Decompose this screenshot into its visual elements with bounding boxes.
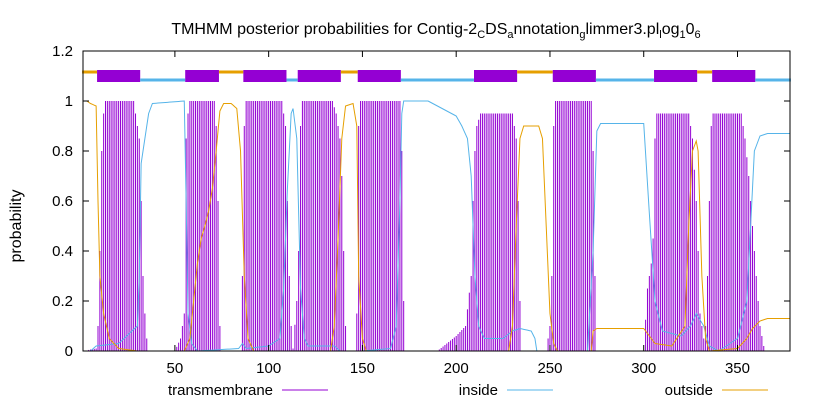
x-tick-label: 150 — [350, 360, 375, 377]
topology-segment-transmembrane — [297, 70, 341, 82]
series-layer — [83, 100, 790, 352]
topology-segment-transmembrane — [474, 70, 518, 82]
x-tick-label: 250 — [537, 360, 562, 377]
y-axis-label: probability — [8, 190, 25, 263]
topology-segment-transmembrane — [185, 70, 219, 82]
topology-segment-transmembrane — [712, 70, 756, 82]
legend: transmembrane inside outside — [168, 382, 768, 399]
y-tick-label: 1 — [65, 93, 73, 110]
topology-segment-transmembrane — [654, 70, 698, 82]
x-tick-label: 100 — [256, 360, 281, 377]
topology-bar — [82, 70, 791, 82]
legend-label-outside: outside — [665, 382, 713, 399]
series-outside-line — [83, 100, 790, 352]
legend-label-transmembrane: transmembrane — [168, 382, 273, 399]
y-tick-label: 0 — [65, 343, 73, 360]
plot-frame — [82, 50, 791, 352]
x-tick-label: 200 — [444, 360, 469, 377]
y-tick-label: 0.4 — [52, 243, 73, 260]
x-tick-label: 50 — [167, 360, 184, 377]
y-tick-label: 0.8 — [52, 143, 73, 160]
y-tick-label: 1.2 — [52, 43, 73, 60]
x-axis-ticks: 50 100 150 200 250 300 350 — [167, 51, 750, 377]
x-tick-label: 350 — [725, 360, 750, 377]
topology-segment-transmembrane — [243, 70, 287, 82]
chart-title: TMHMM posterior probabilities for Contig… — [171, 21, 700, 41]
y-axis-ticks: 0 0.2 0.4 0.6 0.8 1 1.2 — [52, 43, 790, 360]
topology-segment-transmembrane — [552, 70, 596, 82]
y-tick-label: 0.2 — [52, 293, 73, 310]
y-tick-label: 0.6 — [52, 193, 73, 210]
series-inside-line — [83, 100, 790, 352]
x-tick-label: 300 — [631, 360, 656, 377]
topology-segment-transmembrane — [97, 70, 141, 82]
topology-segment-transmembrane — [357, 70, 401, 82]
legend-label-inside: inside — [459, 382, 498, 399]
